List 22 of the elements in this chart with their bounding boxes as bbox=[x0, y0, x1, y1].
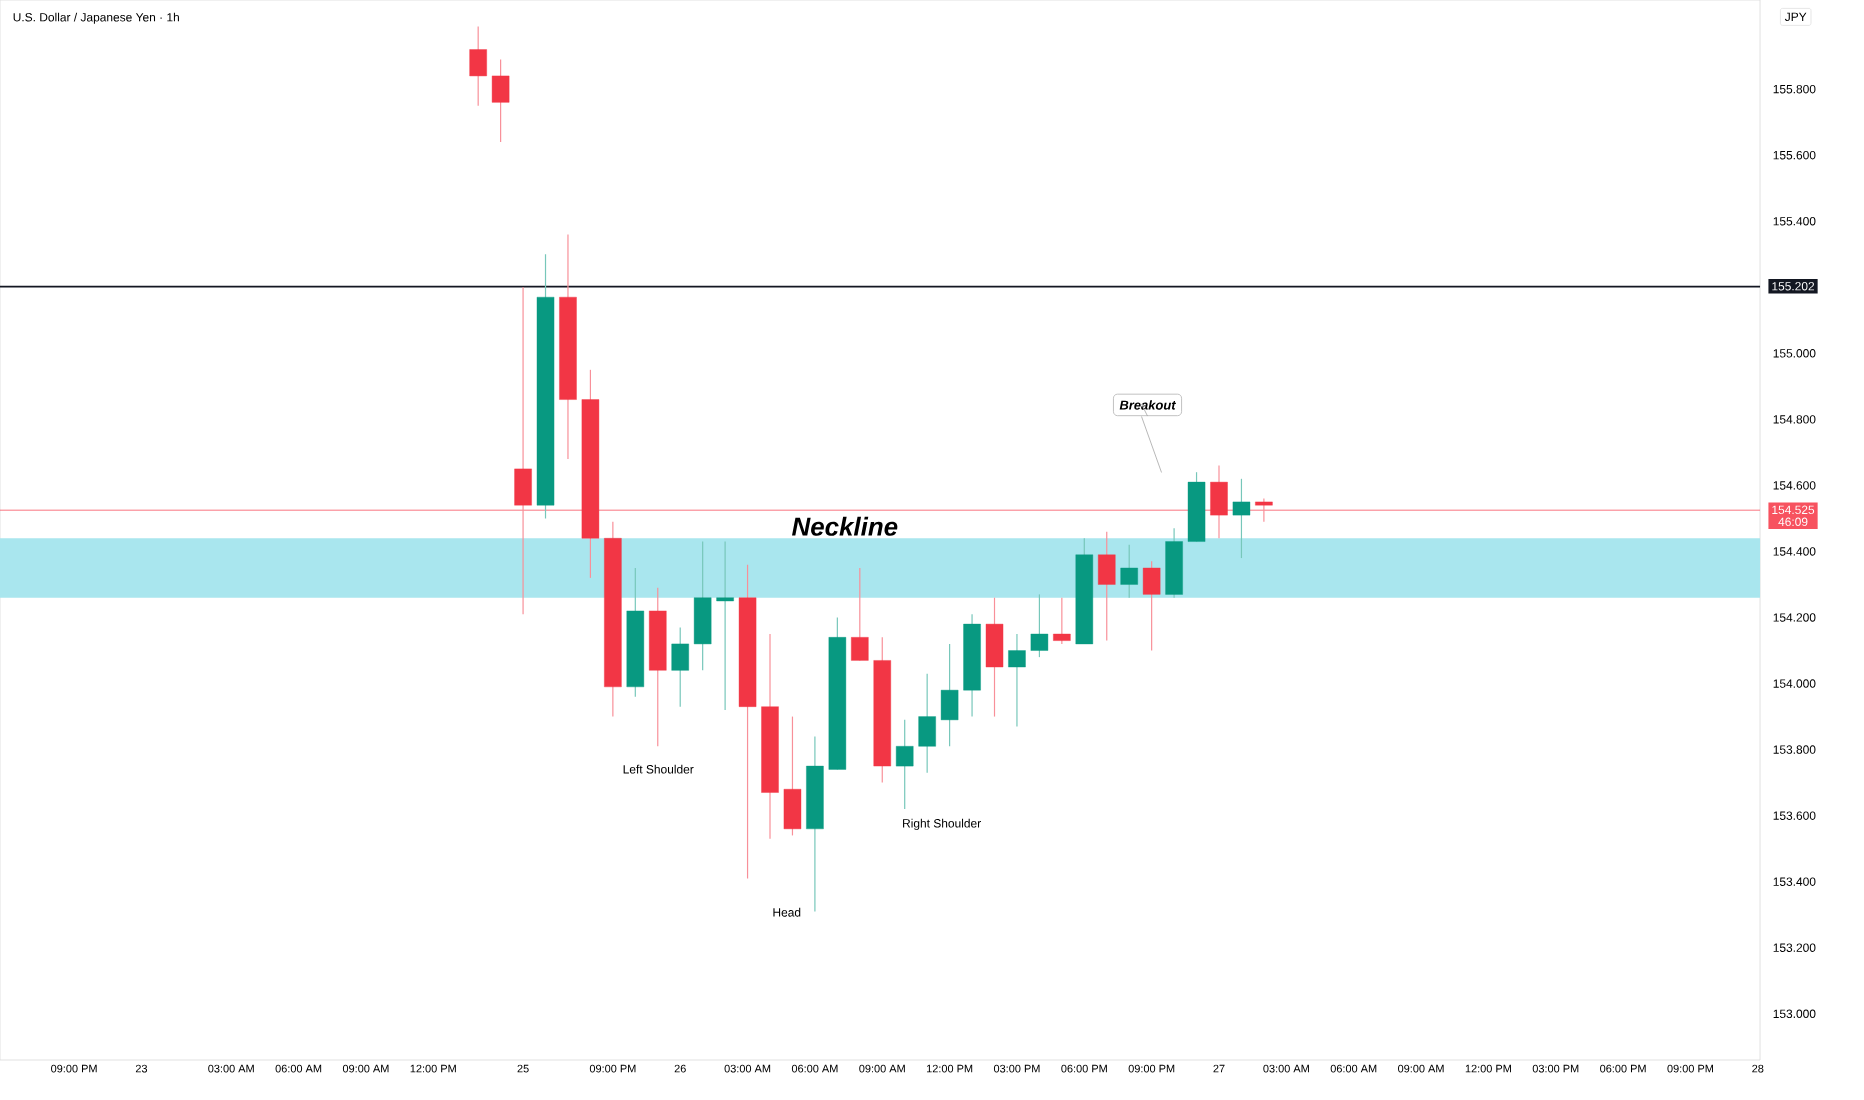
candlestick bbox=[514, 286, 532, 615]
candlestick bbox=[985, 597, 1004, 718]
candlestick bbox=[1030, 593, 1049, 658]
candlestick bbox=[693, 540, 712, 671]
candlestick bbox=[1053, 597, 1071, 645]
candlestick bbox=[783, 715, 802, 837]
candlestick bbox=[851, 567, 869, 662]
candlestick bbox=[491, 58, 510, 143]
candlestick bbox=[671, 626, 689, 708]
candlestick bbox=[1120, 544, 1138, 599]
candlestick bbox=[918, 673, 936, 774]
candlestick bbox=[1232, 478, 1251, 559]
candlestick bbox=[895, 719, 914, 810]
candlestick bbox=[940, 643, 959, 747]
candlestick bbox=[1142, 560, 1161, 652]
candlestick bbox=[469, 25, 487, 107]
candlestick bbox=[716, 540, 734, 711]
band-label: Neckline bbox=[792, 516, 898, 536]
candlestick bbox=[1008, 633, 1026, 728]
candlestick bbox=[1255, 498, 1273, 523]
candlestick bbox=[1098, 531, 1116, 642]
candlestick bbox=[1210, 464, 1228, 539]
